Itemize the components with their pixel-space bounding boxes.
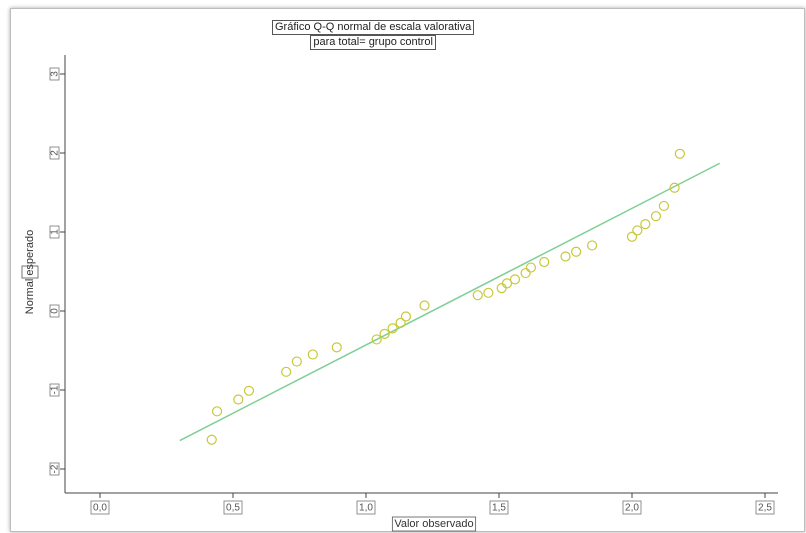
data-point <box>658 200 670 212</box>
data-point <box>387 323 398 334</box>
y-tick-label: -1 <box>50 385 61 394</box>
x-tick-label-box <box>356 500 376 515</box>
x-tick-label-box <box>90 500 110 515</box>
x-axis-title: Valor observado <box>394 518 473 530</box>
y-tick-label: 0 <box>50 308 61 314</box>
data-point <box>539 256 550 268</box>
y-tick-label-box <box>49 146 60 160</box>
data-point <box>509 274 521 285</box>
y-tick-label-box <box>49 304 60 318</box>
x-tick-label-box <box>489 500 509 515</box>
chart-title: Gráfico Q-Q normal de escala valorativa … <box>272 20 475 50</box>
x-tick-label: 2,5 <box>758 503 772 514</box>
data-point <box>211 406 223 417</box>
reference-line <box>179 162 721 442</box>
data-point <box>632 225 643 236</box>
x-tick-label: 1,5 <box>492 503 506 514</box>
data-point <box>640 219 651 230</box>
x-tick-label: 1,0 <box>359 503 373 514</box>
data-point <box>291 356 302 367</box>
data-point <box>586 240 598 251</box>
data-point <box>560 251 571 262</box>
data-point <box>472 290 483 301</box>
chart-title-line-2: para total= grupo control <box>310 35 436 50</box>
data-point <box>371 334 382 345</box>
data-point <box>395 317 406 328</box>
x-tick-label: 2,0 <box>625 503 639 514</box>
data-point <box>233 394 244 405</box>
y-tick-label: 1 <box>50 229 61 235</box>
y-axis-title: Normal esperado <box>24 230 36 314</box>
data-point <box>525 262 537 273</box>
y-tick-label: -2 <box>50 464 61 473</box>
data-point <box>669 182 680 193</box>
y-axis-title-box <box>21 265 39 279</box>
data-point <box>206 434 217 445</box>
data-point <box>520 267 531 279</box>
data-point <box>243 385 255 396</box>
y-tick-label-box <box>49 383 60 397</box>
data-point <box>571 246 582 257</box>
data-point <box>281 366 292 377</box>
data-point <box>307 349 318 360</box>
data-point <box>650 211 662 222</box>
data-point <box>331 342 342 353</box>
x-tick-label: 0,5 <box>226 503 240 514</box>
data-point <box>379 328 390 340</box>
data-point <box>501 278 513 289</box>
chart-title-line-1: Gráfico Q-Q normal de escala valorativa <box>272 20 475 35</box>
y-tick-label: 2 <box>50 150 61 156</box>
y-tick-label-box <box>49 225 60 239</box>
x-tick-label-box <box>223 500 243 515</box>
x-axis-title-box <box>391 516 477 532</box>
chart-frame <box>10 8 805 532</box>
x-tick-label: 0,0 <box>93 503 107 514</box>
data-point <box>400 311 411 322</box>
data-point <box>419 300 430 311</box>
data-point <box>496 282 507 294</box>
x-tick-label-box <box>622 500 642 515</box>
y-tick-label: 3 <box>50 71 61 77</box>
data-point <box>483 287 494 298</box>
x-tick-label-box <box>755 500 775 515</box>
y-tick-label-box <box>49 67 60 81</box>
y-tick-label-box <box>49 462 60 476</box>
data-point <box>674 148 685 159</box>
data-point <box>626 231 638 242</box>
